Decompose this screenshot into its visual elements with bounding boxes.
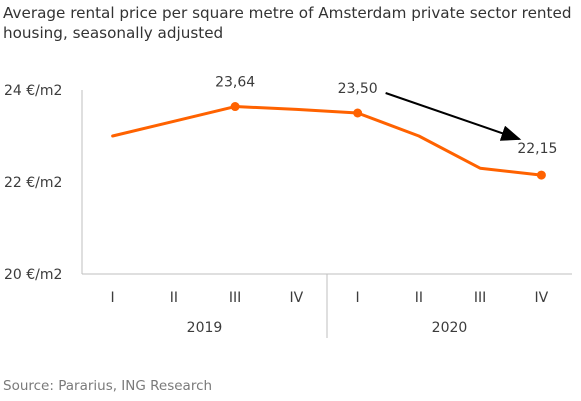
x-group-label: 2020 [432,320,468,336]
x-tick-label: IV [290,290,304,306]
x-group-label: 2019 [187,320,223,336]
y-tick-label: 24 €/m2 [4,83,62,99]
data-label: 23,64 [215,75,255,91]
x-tick-label: II [170,290,178,306]
data-point [230,102,240,112]
x-tick-label: III [229,290,241,306]
x-tick-label: I [111,290,115,306]
data-label: 22,15 [517,141,557,157]
y-tick-label: 22 €/m2 [4,175,62,191]
x-tick-label: II [415,290,423,306]
annotations: 23,64 23,50 22,15 [215,75,557,158]
x-tick-label: III [474,290,486,306]
series-line [111,105,543,177]
source-note: Source: Pararius, ING Research [3,378,213,394]
y-axis-labels: 20 €/m2 22 €/m2 24 €/m2 [4,83,62,283]
data-point [536,170,546,180]
data-point [353,108,363,118]
x-tick-label: IV [535,290,549,306]
axes [81,90,572,338]
y-tick-label: 20 €/m2 [4,267,62,283]
chart-title: Average rental price per square metre of… [3,4,572,42]
data-label: 23,50 [338,81,378,97]
series [111,102,546,180]
trend-arrow [385,92,522,141]
x-tick-label: I [356,290,360,306]
